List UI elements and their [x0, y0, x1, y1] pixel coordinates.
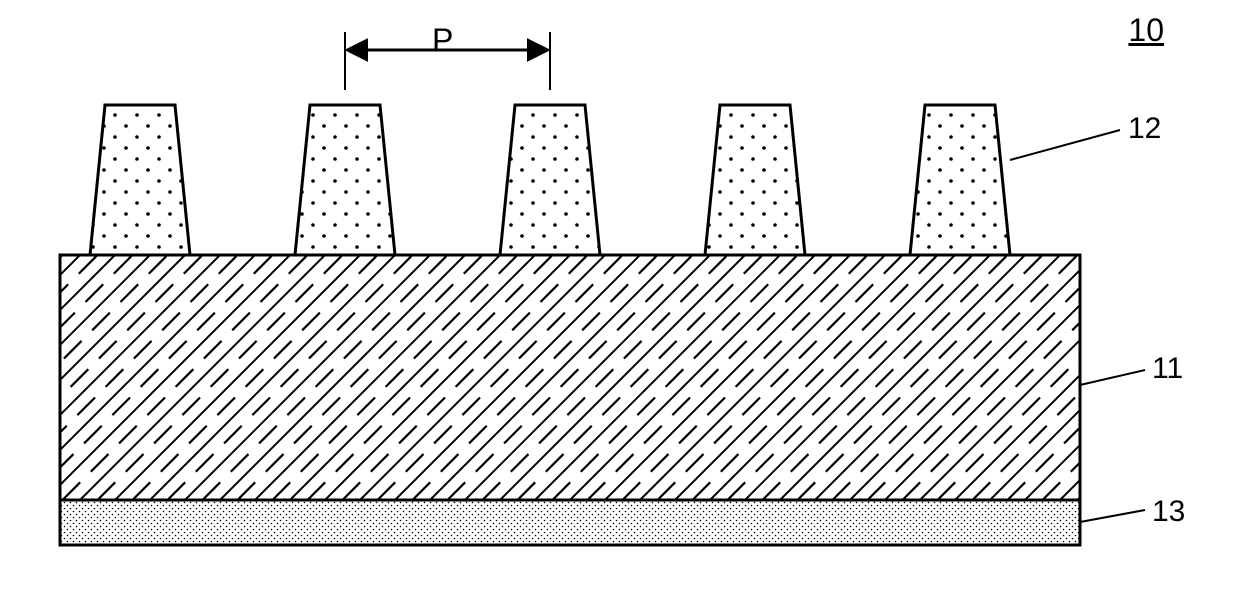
layer-11-label: 11 [1152, 352, 1183, 386]
diagram-svg [0, 0, 1239, 600]
diagram-container: 10 P 12 11 13 [0, 0, 1239, 600]
layer-12-label: 12 [1128, 112, 1161, 146]
pitch-label: P [432, 22, 453, 59]
figure-id-label: 10 [1128, 12, 1164, 49]
layer-13-label: 13 [1152, 495, 1185, 529]
